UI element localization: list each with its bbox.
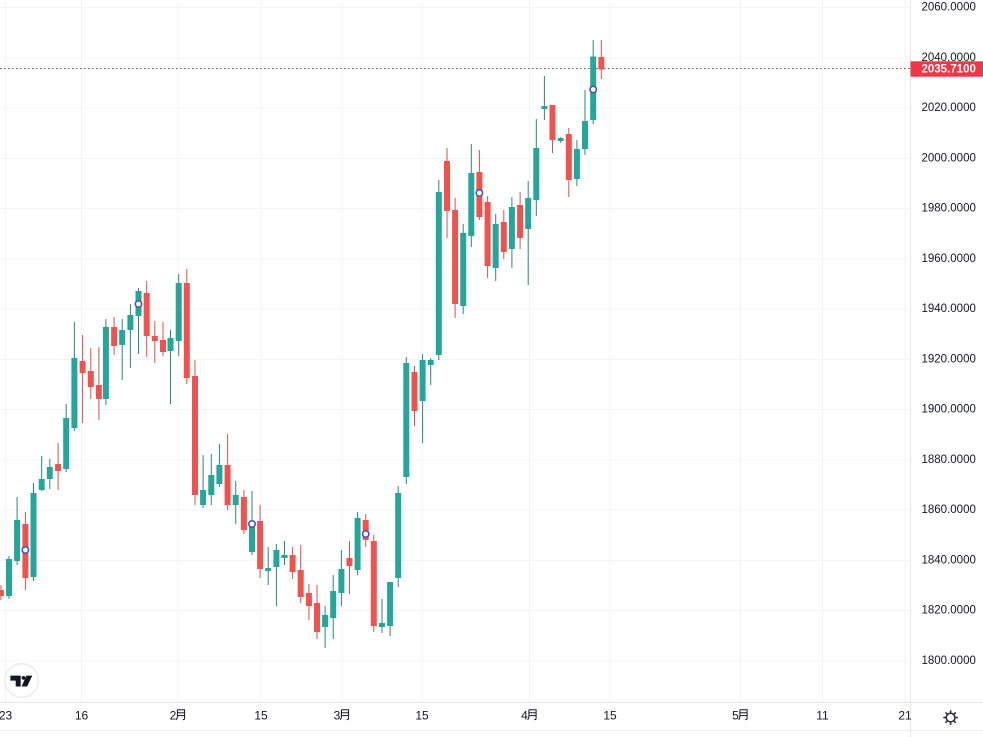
svg-text:1880.0000: 1880.0000: [922, 454, 976, 466]
svg-text:1940.0000: 1940.0000: [922, 303, 976, 315]
svg-text:21: 21: [898, 709, 912, 723]
svg-text:15: 15: [415, 709, 429, 723]
svg-text:1980.0000: 1980.0000: [922, 203, 976, 215]
svg-text:15: 15: [603, 709, 617, 723]
svg-text:4: 4: [521, 709, 528, 723]
svg-text:2: 2: [170, 709, 177, 723]
svg-text:16: 16: [75, 709, 89, 723]
svg-text:1800.0000: 1800.0000: [922, 655, 976, 667]
svg-text:2035.7100: 2035.7100: [922, 63, 976, 75]
svg-text:1900.0000: 1900.0000: [922, 404, 976, 416]
svg-text:5: 5: [732, 709, 739, 723]
svg-text:2060.0000: 2060.0000: [922, 2, 976, 14]
svg-text:3: 3: [334, 709, 341, 723]
svg-text:11: 11: [816, 709, 829, 723]
svg-text:1840.0000: 1840.0000: [922, 555, 976, 567]
svg-text:1820.0000: 1820.0000: [922, 605, 976, 617]
svg-text:2020.0000: 2020.0000: [922, 102, 976, 114]
svg-text:23: 23: [0, 709, 12, 723]
svg-text:1860.0000: 1860.0000: [922, 504, 976, 516]
svg-text:1960.0000: 1960.0000: [922, 253, 976, 265]
svg-text:2040.0000: 2040.0000: [922, 52, 976, 64]
svg-text:1920.0000: 1920.0000: [922, 353, 976, 365]
svg-text:2000.0000: 2000.0000: [922, 152, 976, 164]
svg-text:15: 15: [254, 709, 268, 723]
